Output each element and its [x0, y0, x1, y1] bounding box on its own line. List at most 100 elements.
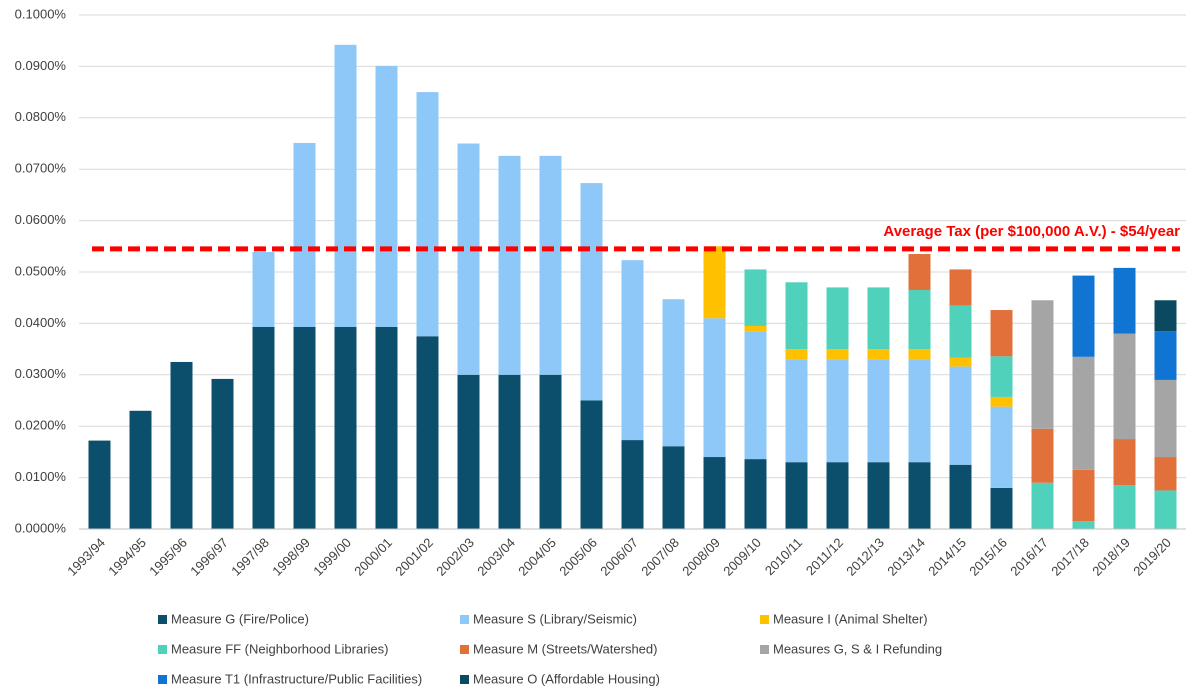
bar-segment: [867, 462, 890, 529]
legend-label: Measure I (Animal Shelter): [773, 611, 928, 626]
y-tick-label: 0.0000%: [15, 520, 67, 535]
bar-segment: [580, 183, 603, 401]
bar-segment: [1154, 331, 1177, 380]
bar-segment: [539, 374, 562, 529]
bar-segment: [662, 299, 685, 447]
bar-segment: [334, 326, 357, 529]
x-tick-label: 2002/03: [433, 535, 477, 579]
y-tick-label: 0.0600%: [15, 212, 67, 227]
x-tick-label: 2004/05: [515, 535, 559, 579]
legend-label: Measure T1 (Infrastructure/Public Facili…: [171, 671, 422, 686]
bar-segment: [908, 289, 931, 350]
bar-segment: [1113, 485, 1136, 529]
bar-segment: [375, 65, 398, 327]
y-tick-label: 0.0900%: [15, 58, 67, 73]
x-tick-label: 1999/00: [310, 535, 354, 579]
bar-segment: [826, 287, 849, 350]
bar-segment: [703, 318, 726, 458]
x-tick-label: 1994/95: [105, 535, 149, 579]
x-tick-label: 2016/17: [1007, 535, 1051, 579]
bar-segment: [621, 440, 644, 529]
x-tick-label: 1995/96: [146, 535, 190, 579]
bar-segment: [129, 410, 152, 529]
x-tick-label: 2001/02: [392, 535, 436, 579]
y-tick-label: 0.0400%: [15, 315, 67, 330]
reference-label: Average Tax (per $100,000 A.V.) - $54/ye…: [883, 223, 1180, 240]
bar-segment: [949, 357, 972, 367]
legend-label: Measures G, S & I Refunding: [773, 641, 942, 656]
x-tick-label: 2000/01: [351, 535, 395, 579]
bar-segment: [785, 282, 808, 350]
x-tick-label: 2005/06: [556, 535, 600, 579]
bar-segment: [990, 396, 1013, 407]
bar-segment: [1072, 469, 1095, 522]
x-tick-label: 2008/09: [679, 535, 723, 579]
legend-swatch: [460, 615, 469, 624]
bar-segment: [826, 349, 849, 360]
bar-segment: [375, 326, 398, 529]
bar-segment: [1072, 356, 1095, 470]
bar-segment: [867, 349, 890, 360]
bar-segment: [1031, 428, 1054, 483]
bar-segment: [1031, 482, 1054, 529]
legend-swatch: [460, 675, 469, 684]
y-tick-label: 0.0100%: [15, 469, 67, 484]
y-tick-label: 0.1000%: [15, 6, 67, 21]
bar-segment: [990, 487, 1013, 529]
bar-segment: [785, 359, 808, 463]
bar-segment: [908, 254, 931, 290]
legend-swatch: [158, 675, 167, 684]
bar-segment: [211, 378, 234, 529]
legend-swatch: [460, 645, 469, 654]
x-tick-label: 2009/10: [720, 535, 764, 579]
bar-segment: [252, 251, 275, 327]
x-tick-label: 2014/15: [925, 535, 969, 579]
bar-segment: [744, 331, 767, 460]
legend-label: Measure FF (Neighborhood Libraries): [171, 641, 388, 656]
x-tick-label: 1993/94: [64, 535, 108, 579]
bar-segment: [990, 356, 1013, 397]
legend-label: Measure S (Library/Seismic): [473, 611, 637, 626]
bar-segment: [703, 246, 726, 319]
x-tick-label: 2011/12: [803, 535, 846, 578]
bar-segment: [949, 366, 972, 465]
bar-segment: [457, 143, 480, 375]
bar-segment: [457, 374, 480, 529]
x-tick-label: 1998/99: [269, 535, 313, 579]
y-tick-label: 0.0200%: [15, 418, 67, 433]
bar-segment: [1154, 457, 1177, 491]
bar-segment: [785, 349, 808, 360]
bar-segment: [252, 326, 275, 529]
bar-segment: [170, 361, 193, 529]
bar-segment: [785, 462, 808, 529]
bar-segment: [334, 44, 357, 327]
bar-segment: [1072, 275, 1095, 357]
x-tick-label: 2018/19: [1089, 535, 1133, 579]
bar-segment: [949, 464, 972, 529]
x-tick-label: 2012/13: [843, 535, 887, 579]
y-tick-label: 0.0800%: [15, 109, 67, 124]
legend-label: Measure O (Affordable Housing): [473, 671, 660, 686]
bar-segment: [703, 457, 726, 529]
legend-swatch: [760, 645, 769, 654]
bar-segment: [539, 155, 562, 375]
bar-segment: [662, 446, 685, 529]
bar-segment: [416, 92, 439, 337]
bar-segment: [908, 349, 931, 360]
y-tick-label: 0.0500%: [15, 263, 67, 278]
legend-label: Measure M (Streets/Watershed): [473, 641, 657, 656]
bar-segment: [416, 336, 439, 529]
bar-segment: [867, 287, 890, 350]
bar-segment: [908, 359, 931, 463]
bar-segment: [621, 260, 644, 441]
x-tick-label: 2007/08: [638, 535, 682, 579]
bar-segment: [1154, 300, 1177, 332]
bar-segment: [1154, 379, 1177, 458]
bar-segment: [744, 325, 767, 332]
x-tick-label: 2017/18: [1048, 535, 1092, 579]
bar-segment: [1031, 300, 1054, 429]
bar-segment: [1154, 490, 1177, 529]
bar-segment: [1072, 521, 1095, 529]
legend-label: Measure G (Fire/Police): [171, 611, 309, 626]
bar-segment: [88, 440, 111, 529]
